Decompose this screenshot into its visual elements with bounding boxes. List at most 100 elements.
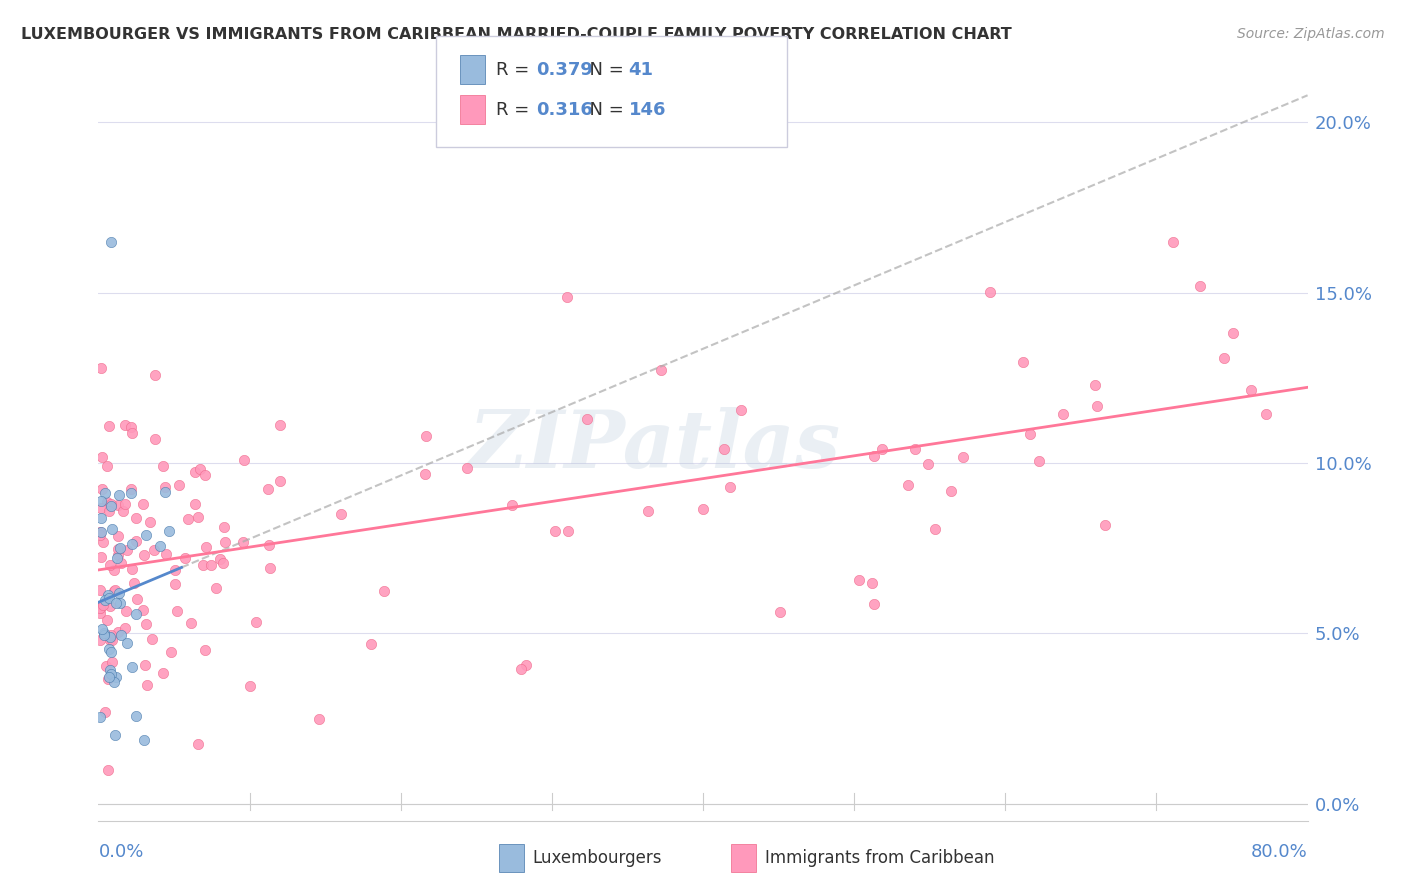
Point (134, 733, 156, 747)
Text: ZIPatlas: ZIPatlas (468, 408, 841, 484)
Point (89, 582, 111, 597)
Point (98, 663, 121, 677)
Point (96, 494, 118, 508)
Point (90, 549, 112, 564)
Point (769, 605, 792, 619)
Point (91, 450, 114, 464)
Point (205, 581, 228, 595)
Text: 146: 146 (628, 101, 666, 119)
Point (1052, 407, 1074, 421)
Point (91, 599, 114, 613)
Point (848, 573, 870, 587)
Point (163, 563, 186, 577)
Point (101, 522, 124, 536)
Point (90, 524, 112, 539)
Point (233, 453, 256, 467)
Point (269, 474, 291, 488)
Text: 41: 41 (628, 61, 654, 78)
Point (90, 511, 112, 525)
Point (98, 630, 121, 644)
Text: LUXEMBOURGER VS IMMIGRANTS FROM CARIBBEAN MARRIED-COUPLE FAMILY POVERTY CORRELAT: LUXEMBOURGER VS IMMIGRANTS FROM CARIBBEA… (21, 27, 1012, 42)
Point (200, 558, 222, 573)
Point (713, 442, 735, 456)
Point (863, 597, 886, 611)
Point (100, 499, 122, 513)
Point (330, 507, 353, 521)
Point (127, 592, 149, 607)
Point (214, 519, 236, 533)
Point (124, 708, 146, 723)
Point (97, 642, 120, 657)
Point (132, 602, 155, 616)
Point (132, 497, 155, 511)
Point (373, 583, 395, 598)
Point (90, 361, 112, 376)
Point (1212, 351, 1234, 365)
Point (100, 632, 122, 647)
Point (89, 600, 111, 615)
Point (1189, 278, 1212, 293)
Point (108, 596, 131, 610)
Point (1161, 235, 1184, 249)
Point (91, 534, 114, 549)
Point (208, 552, 231, 566)
Point (257, 538, 280, 552)
Point (105, 550, 128, 565)
Point (187, 737, 209, 751)
Point (117, 636, 139, 650)
Point (100, 235, 122, 249)
Point (1094, 518, 1116, 533)
Point (108, 488, 131, 502)
Point (104, 582, 127, 597)
Point (415, 429, 437, 443)
Point (180, 615, 202, 630)
Point (718, 480, 741, 494)
Point (110, 628, 132, 642)
Point (212, 556, 235, 570)
Point (184, 465, 207, 479)
Point (1019, 427, 1042, 442)
Point (134, 549, 156, 563)
Point (557, 524, 579, 538)
Point (157, 524, 180, 539)
Point (544, 524, 567, 538)
Point (239, 679, 262, 693)
Point (194, 467, 217, 482)
Point (103, 563, 125, 577)
Point (1222, 326, 1244, 340)
Point (184, 497, 207, 511)
Point (96, 588, 118, 602)
Point (188, 462, 211, 476)
Point (124, 511, 146, 525)
Point (93, 628, 115, 642)
Point (96, 658, 118, 673)
Point (114, 497, 136, 511)
Point (952, 450, 974, 465)
Point (98, 591, 121, 605)
Point (89, 600, 111, 615)
Point (104, 728, 127, 742)
Text: 0.0%: 0.0% (98, 843, 143, 861)
Point (98, 504, 121, 518)
Point (122, 575, 145, 590)
Point (259, 560, 281, 574)
Point (143, 432, 166, 446)
Point (108, 586, 131, 600)
Point (897, 478, 920, 492)
Point (89, 527, 111, 541)
Point (167, 477, 190, 491)
Point (924, 522, 946, 536)
Point (860, 576, 883, 591)
Point (98, 633, 121, 648)
Point (135, 678, 157, 692)
Point (108, 541, 131, 555)
Point (89, 606, 111, 620)
Point (152, 459, 174, 474)
Point (121, 659, 143, 673)
Point (650, 363, 672, 377)
Point (152, 665, 174, 680)
Text: Source: ZipAtlas.com: Source: ZipAtlas.com (1237, 27, 1385, 41)
Point (89, 710, 111, 724)
Text: Luxembourgers: Luxembourgers (533, 849, 662, 867)
Point (1085, 399, 1108, 413)
